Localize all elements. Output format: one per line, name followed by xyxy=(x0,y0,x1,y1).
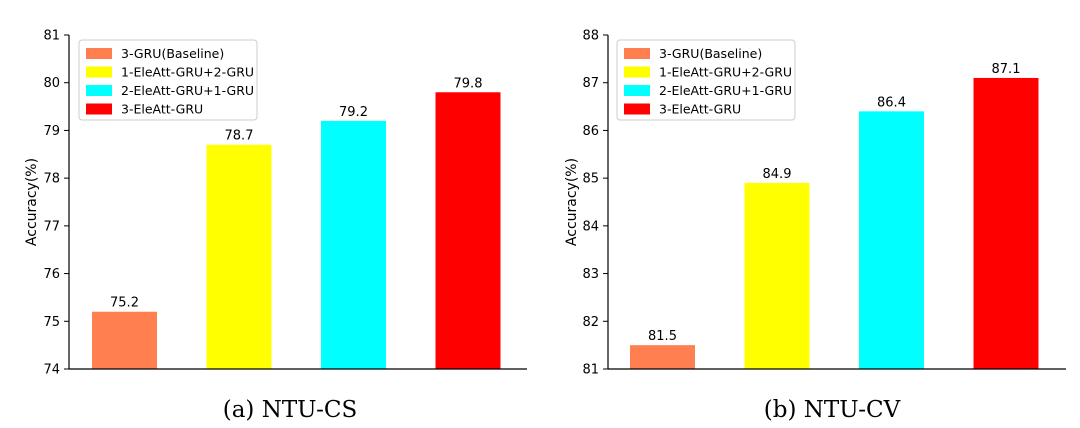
y-tick-label: 78 xyxy=(43,172,60,187)
data-label-1: 75.2 xyxy=(110,296,139,311)
data-label-3: 79.2 xyxy=(339,105,368,120)
y-tick-label: 77 xyxy=(43,219,60,234)
y-tick-label: 74 xyxy=(43,363,60,378)
data-label-1: 81.5 xyxy=(648,329,677,344)
legend-label-4: 3-EleAtt-GRU xyxy=(659,102,741,117)
data-label-2: 84.9 xyxy=(763,167,792,182)
y-tick-label: 80 xyxy=(43,76,60,91)
y-tick-label: 88 xyxy=(582,29,599,44)
legend-swatch-4 xyxy=(624,103,650,115)
legend-swatch-3 xyxy=(86,85,112,96)
legend-swatch-4 xyxy=(86,103,112,115)
legend-frame xyxy=(78,39,258,121)
bar-4 xyxy=(435,92,501,369)
y-tick-label: 75 xyxy=(43,315,60,330)
bar-1 xyxy=(630,345,695,369)
bar-3 xyxy=(859,111,924,369)
legend-swatch-1 xyxy=(86,48,112,59)
y-axis-label: Accuracy(%) xyxy=(564,158,580,246)
y-tick-label: 82 xyxy=(582,315,599,330)
y-tick-label: 84 xyxy=(582,219,599,234)
legend-swatch-1 xyxy=(624,48,650,59)
legend: 3-GRU(Baseline) 1-EleAtt-GRU+2-GRU 2-EleAt… xyxy=(616,39,796,121)
y-tick-label: 81 xyxy=(43,29,60,44)
legend-swatch-2 xyxy=(86,66,112,78)
legend-label-4: 3-EleAtt-GRU xyxy=(121,102,203,117)
legend-label-1: 3-GRU(Baseline) xyxy=(659,46,762,61)
data-label-4: 87.1 xyxy=(992,62,1021,77)
chart-caption: (b) NTU-CV xyxy=(764,397,901,423)
legend-label-2: 1-EleAtt-GRU+2-GRU xyxy=(659,65,792,80)
bar-2 xyxy=(206,144,272,369)
chart-ntu-cv: 81.5 84.9 86.4 87.1 81 82 83 84 85 86 87 88 Accuracy… xyxy=(564,29,1066,423)
y-tick-label: 81 xyxy=(582,363,599,378)
chart-caption: (a) NTU-CS xyxy=(223,397,358,423)
data-label-4: 79.8 xyxy=(454,76,483,91)
y-tick-label: 79 xyxy=(43,124,60,139)
legend-frame xyxy=(616,39,796,121)
data-label-3: 86.4 xyxy=(877,95,906,110)
bar-4 xyxy=(973,77,1039,369)
legend-swatch-3 xyxy=(624,85,650,96)
legend-label-3: 2-EleAtt-GRU+1-GRU xyxy=(659,83,792,98)
y-tick-label: 85 xyxy=(582,172,599,187)
data-label-2: 78.7 xyxy=(225,129,254,144)
y-tick-label: 83 xyxy=(582,267,599,282)
y-axis-label: Accuracy(%) xyxy=(24,158,40,246)
legend-label-1: 3-GRU(Baseline) xyxy=(121,46,224,61)
bar-3 xyxy=(321,120,386,369)
bar-2 xyxy=(744,182,810,369)
legend-label-3: 2-EleAtt-GRU+1-GRU xyxy=(121,83,254,98)
y-tick-label: 76 xyxy=(43,267,60,282)
bar-1 xyxy=(92,311,157,369)
chart-ntu-cs: 75.2 78.7 79.2 79.8 74 75 76 77 78 79 80 81 Accuracy… xyxy=(24,29,527,423)
legend-swatch-2 xyxy=(624,66,650,78)
legend: 3-GRU(Baseline) 1-EleAtt-GRU+2-GRU 2-EleAt… xyxy=(78,39,258,121)
y-tick-label: 86 xyxy=(582,124,599,139)
legend-label-2: 1-EleAtt-GRU+2-GRU xyxy=(121,65,254,80)
y-tick-label: 87 xyxy=(582,76,599,91)
